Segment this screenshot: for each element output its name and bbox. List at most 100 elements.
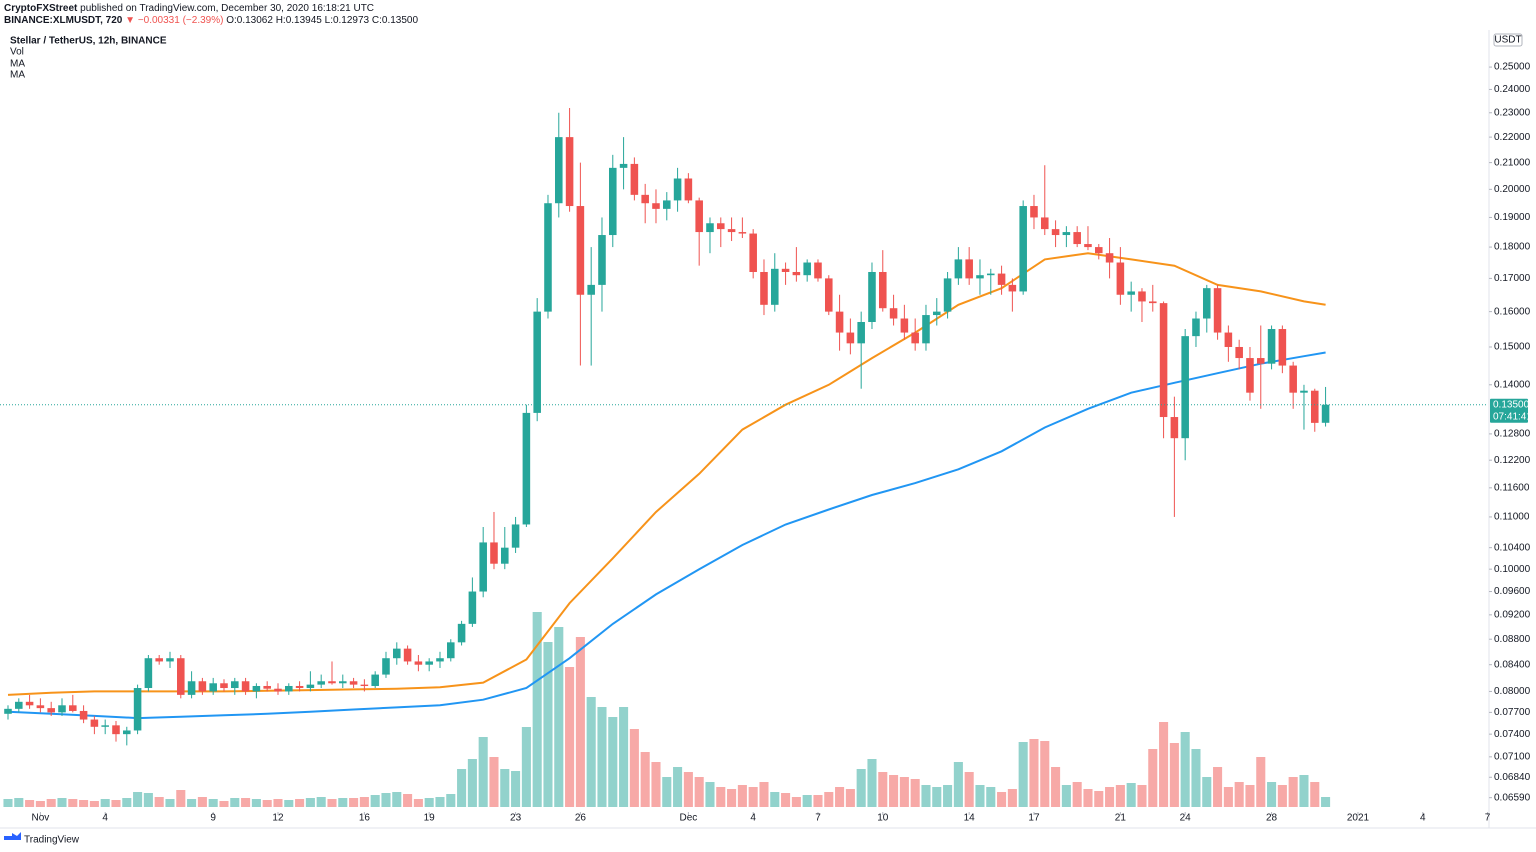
candle-body (90, 719, 99, 727)
candle-body (285, 685, 293, 692)
y-tick-label: 0.19000 (1494, 212, 1531, 223)
candle-body (209, 683, 217, 692)
volume-bar (241, 798, 251, 807)
change: ▼ −0.00331 (−2.39%) (125, 15, 223, 26)
volume-bar (435, 797, 445, 807)
volume-bar (35, 801, 45, 807)
candle-body (976, 275, 984, 279)
candle-body (1019, 206, 1027, 292)
volume-bar (316, 797, 326, 807)
y-tick-label: 0.11600 (1494, 482, 1530, 493)
volume-bar (79, 800, 89, 807)
x-tick-label: Nov (31, 813, 49, 824)
x-tick-label: 23 (510, 813, 522, 824)
volume-bar (889, 775, 899, 807)
candle-body (609, 167, 617, 236)
candle-body (101, 725, 109, 727)
ma-line (7, 351, 1326, 720)
candle-body (414, 661, 423, 665)
volume-bar (597, 707, 607, 807)
volume-bar (489, 757, 499, 807)
candle-body (878, 271, 887, 309)
volume-bar (1072, 782, 1082, 807)
volume-bar (424, 798, 434, 807)
y-tick-label: 0.12200 (1494, 455, 1531, 466)
y-tick-label: 0.11000 (1494, 512, 1530, 523)
candle-body (1073, 232, 1081, 245)
volume-bar (1267, 782, 1277, 807)
candle-body (673, 178, 682, 201)
x-tick-label: 7 (1485, 813, 1491, 824)
y-tick-label: 0.18000 (1494, 242, 1531, 253)
candle-body (371, 674, 379, 686)
ma-line (7, 252, 1326, 696)
candle-body (123, 730, 131, 735)
y-tick-label: 0.14000 (1494, 379, 1531, 390)
volume-bar (349, 798, 359, 807)
volume-bar (381, 793, 391, 807)
last-price-box (1490, 398, 1528, 423)
candle-body (69, 705, 77, 711)
volume-bar (640, 752, 650, 807)
x-tick-label: 4 (102, 813, 108, 824)
volume-bar (467, 759, 477, 807)
candle-body (1116, 262, 1125, 295)
y-tick-label: 0.20000 (1494, 184, 1531, 195)
y-tick-label: 0.12800 (1494, 429, 1531, 440)
publisher: CryptoFXStreet (4, 3, 78, 14)
volume-bar (1148, 749, 1158, 807)
candle-body (274, 688, 282, 692)
x-tick-label: 28 (1266, 813, 1278, 824)
volume-bar (997, 792, 1007, 807)
candle-body (177, 658, 185, 695)
candle-body (1202, 288, 1211, 319)
volume-bar (1040, 741, 1050, 807)
volume-bar (867, 759, 877, 807)
volume-bar (1213, 767, 1223, 807)
candle-body (133, 688, 142, 731)
volume-bar (122, 798, 132, 807)
candle-body (220, 683, 228, 689)
candle-body (317, 681, 325, 685)
volume-bar (14, 798, 24, 807)
volume-bar (133, 792, 143, 807)
legend-ma: MA (10, 70, 25, 81)
volume-bar (1029, 739, 1039, 807)
volume-bar (899, 777, 909, 807)
last-price-label: 0.13500 (1493, 399, 1530, 410)
ohlc: O:0.13062 H:0.13945 L:0.12973 C:0.13500 (226, 15, 418, 26)
candle-body (781, 268, 790, 272)
candle-body (652, 203, 660, 209)
candle-body (1267, 329, 1276, 364)
volume-bar (413, 799, 423, 807)
tradingview-logo (4, 832, 21, 840)
y-tick-label: 0.06590 (1494, 792, 1531, 803)
x-tick-label: 10 (877, 813, 889, 824)
volume-bar (1321, 797, 1331, 807)
volume-bar (845, 789, 855, 807)
candle-body (468, 591, 477, 624)
candle-body (231, 681, 239, 689)
y-tick-label: 0.06840 (1494, 772, 1531, 783)
volume-bar (748, 787, 758, 807)
candle-body (727, 229, 736, 233)
currency-label: USDT (1494, 35, 1521, 46)
symbol-line: BINANCE:XLMUSDT, 720 ▼ −0.00331 (−2.39%)… (4, 15, 418, 26)
candle-body (295, 685, 304, 689)
candle-body (241, 681, 250, 692)
candle-body (511, 524, 520, 548)
x-tick-label: 21 (1115, 813, 1127, 824)
candle-body (263, 685, 271, 689)
volume-bar (154, 797, 164, 807)
candle-body (1213, 288, 1222, 333)
y-tick-label: 0.08000 (1494, 686, 1531, 697)
volume-bar (781, 793, 791, 807)
candle-body (1310, 390, 1319, 423)
candle-body (1278, 329, 1287, 366)
volume-bar (554, 627, 564, 807)
volume-bar (716, 787, 726, 807)
candle-body (814, 262, 822, 279)
candle-body (479, 542, 487, 592)
candle-body (1084, 244, 1092, 248)
candle-body (4, 708, 12, 714)
